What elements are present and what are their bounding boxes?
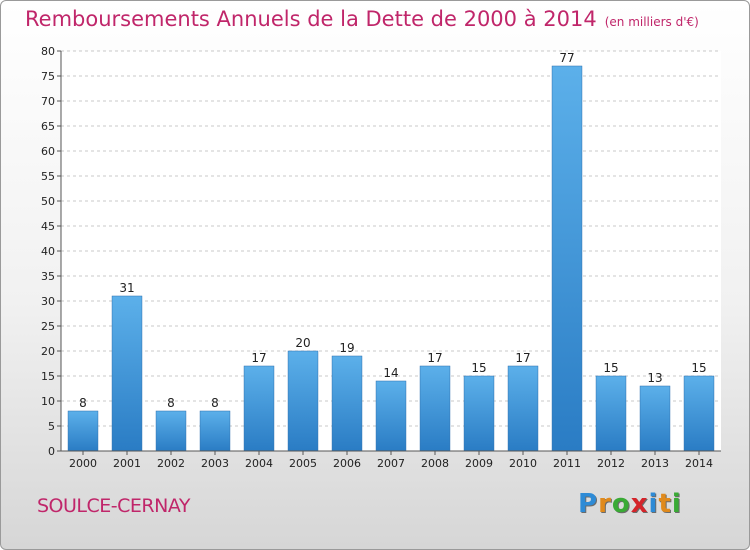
logo-letter: i [671, 489, 682, 519]
x-tick-label-2011: 2011 [553, 457, 581, 470]
x-tick-label-2004: 2004 [245, 457, 273, 470]
chart-title: Remboursements Annuels de la Dette de 20… [25, 7, 699, 31]
x-tick-label-2001: 2001 [113, 457, 141, 470]
y-tick-label: 45 [41, 220, 55, 233]
chart-title-text: Remboursements Annuels de la Dette de 20… [25, 7, 597, 31]
data-label-2010: 17 [515, 351, 530, 365]
bar-2002 [155, 410, 187, 452]
bar-2001 [111, 295, 143, 452]
y-tick-label: 65 [41, 120, 55, 133]
bar-2006 [331, 355, 363, 452]
y-tick-label: 40 [41, 245, 55, 258]
bar-2008 [419, 365, 451, 452]
bar-2012 [595, 375, 627, 452]
y-tick-label: 35 [41, 270, 55, 283]
x-tick-label-2006: 2006 [333, 457, 361, 470]
logo-letter: r [598, 489, 612, 519]
y-tick-label: 80 [41, 45, 55, 58]
bar-2013 [639, 385, 671, 452]
data-label-2012: 15 [603, 361, 618, 375]
data-label-2001: 31 [119, 281, 134, 295]
y-tick-label: 20 [41, 345, 55, 358]
bar-2005 [287, 350, 319, 452]
x-tick-label-2012: 2012 [597, 457, 625, 470]
data-label-2009: 15 [471, 361, 486, 375]
y-tick-label: 10 [41, 395, 55, 408]
data-label-2000: 8 [79, 396, 87, 410]
axis-layer: 0 5 10 15 20 25 30 35 40 45 50 55 60 65 70 75 80 2000 2001… [41, 45, 721, 470]
bar-2000 [67, 410, 99, 452]
bar-2011 [551, 65, 583, 452]
data-label-2014: 15 [691, 361, 706, 375]
x-tick-label-2000: 2000 [69, 457, 97, 470]
y-tick-label: 30 [41, 295, 55, 308]
bar-2009 [463, 375, 495, 452]
bar-2003 [199, 410, 231, 452]
y-tick-label: 75 [41, 70, 55, 83]
y-tick-label: 5 [48, 420, 55, 433]
data-label-2013: 13 [647, 371, 662, 385]
bar-2010 [507, 365, 539, 452]
bar-2007 [375, 380, 407, 452]
logo-letter: o [611, 489, 631, 519]
y-tick-label: 70 [41, 95, 55, 108]
logo-letter: P [578, 489, 599, 519]
data-label-2006: 19 [339, 341, 354, 355]
logo-letter: t [658, 489, 672, 519]
bar-layer: 8 31 8 8 17 20 19 14 17 15 17 77 15 13 15 [67, 51, 715, 452]
logo-letter: x [630, 489, 649, 519]
x-tick-label-2009: 2009 [465, 457, 493, 470]
x-tick-label-2003: 2003 [201, 457, 229, 470]
data-label-2007: 14 [383, 366, 398, 380]
x-tick-label-2013: 2013 [641, 457, 669, 470]
x-tick-label-2008: 2008 [421, 457, 449, 470]
y-tick-label: 55 [41, 170, 55, 183]
y-tick-label: 25 [41, 320, 55, 333]
x-tick-label-2007: 2007 [377, 457, 405, 470]
data-label-2008: 17 [427, 351, 442, 365]
data-label-2004: 17 [251, 351, 266, 365]
x-tick-label-2010: 2010 [509, 457, 537, 470]
bar-2004 [243, 365, 275, 452]
bar-2014 [683, 375, 715, 452]
x-tick-label-2014: 2014 [685, 457, 713, 470]
x-tick-label-2002: 2002 [157, 457, 185, 470]
data-label-2011: 77 [559, 51, 574, 65]
chart-subtitle: (en milliers d'€) [604, 15, 699, 29]
data-label-2003: 8 [211, 396, 219, 410]
y-tick-label: 50 [41, 195, 55, 208]
y-tick-label: 0 [48, 445, 55, 458]
data-label-2002: 8 [167, 396, 175, 410]
proxiti-logo: Proxiti [578, 489, 682, 519]
y-tick-label: 15 [41, 370, 55, 383]
commune-name: SOULCE-CERNAY [37, 495, 190, 517]
x-tick-label-2005: 2005 [289, 457, 317, 470]
data-label-2005: 20 [295, 336, 310, 350]
logo-letter: i [648, 489, 659, 519]
y-tick-label: 60 [41, 145, 55, 158]
